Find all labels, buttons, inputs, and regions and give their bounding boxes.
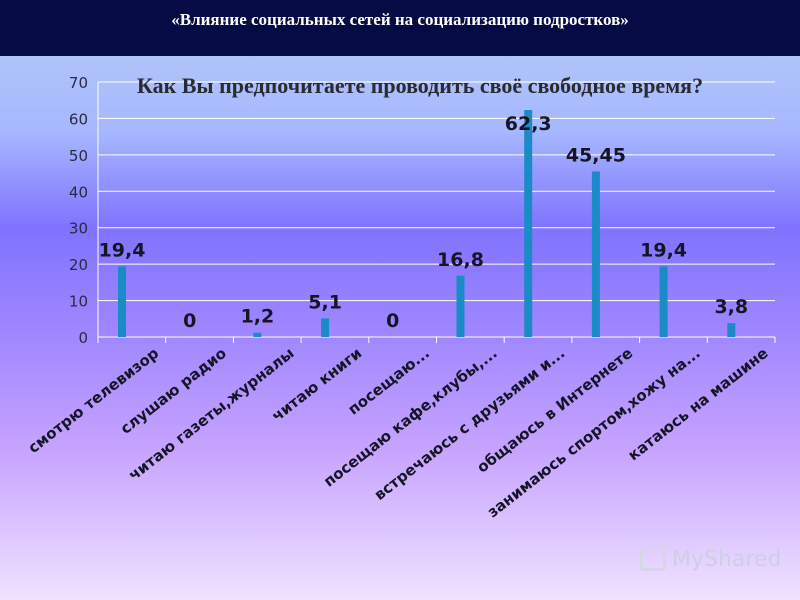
- bar: [118, 266, 126, 337]
- data-label: 0: [183, 310, 196, 332]
- data-label: 3,8: [714, 296, 748, 318]
- bar: [727, 323, 736, 337]
- bar: [321, 318, 330, 337]
- y-tick-label: 30: [69, 220, 88, 238]
- slide-title: «Влияние социальных сетей на социализаци…: [171, 10, 629, 29]
- y-tick-label: 60: [69, 110, 88, 128]
- data-label: 19,4: [99, 239, 146, 261]
- x-tick-label: смотрю телевизор: [25, 344, 163, 457]
- y-tick-label: 20: [69, 256, 88, 274]
- bar: [253, 332, 262, 337]
- bar: [524, 110, 533, 337]
- y-tick-label: 0: [78, 329, 88, 347]
- watermark-text: MyShared: [672, 547, 782, 572]
- y-tick-label: 10: [69, 293, 88, 311]
- slide-header: «Влияние социальных сетей на социализаци…: [0, 0, 800, 56]
- data-label: 45,45: [566, 144, 626, 166]
- data-label: 5,1: [308, 291, 342, 313]
- y-tick-label: 40: [69, 183, 88, 201]
- data-label: 62,3: [505, 113, 552, 135]
- bar: [456, 275, 465, 337]
- data-label: 0: [386, 310, 399, 332]
- data-label: 19,4: [640, 239, 687, 261]
- data-label: 16,8: [437, 249, 484, 271]
- bar: [659, 266, 668, 337]
- data-label: 1,2: [241, 306, 275, 328]
- chart-title: Как Вы предпочитаете проводить своё своб…: [136, 73, 704, 98]
- presentation-icon: [640, 547, 666, 571]
- y-tick-label: 70: [69, 74, 88, 92]
- y-tick-label: 50: [69, 147, 88, 165]
- bar: [591, 171, 600, 337]
- watermark: MyShared: [640, 545, 790, 579]
